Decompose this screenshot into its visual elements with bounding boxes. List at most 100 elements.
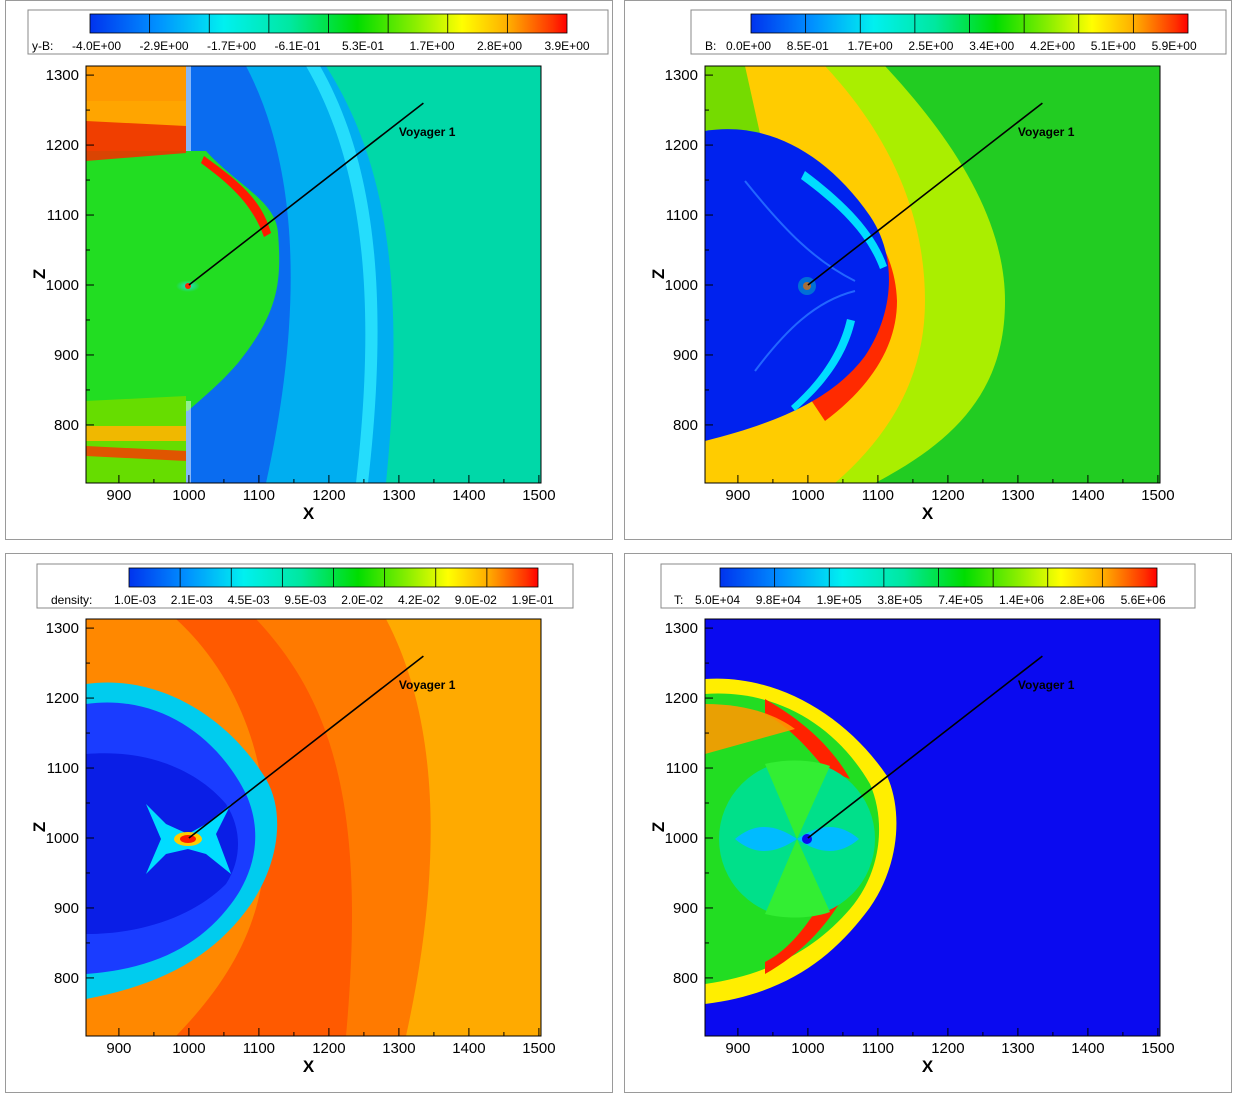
chart-panel-b: B: 0.0E+00 8.5E-01 1.7E+00 2.5E+00 3.4E+00 4.… [624, 0, 1232, 540]
colorbar-label: 3.9E+00 [545, 39, 590, 53]
colorbar-tick-group [179, 568, 488, 587]
legend-label: density: [51, 593, 92, 607]
y-tick-label: 900 [54, 347, 79, 364]
y-tick-label: 1100 [47, 760, 79, 777]
x-tick-label: 1000 [172, 1040, 205, 1057]
legend-label: y-B: [32, 39, 53, 53]
colorbar-label: -1.7E+00 [207, 39, 256, 53]
y-axis-label: Z [30, 269, 49, 279]
colorbar-tick-group [149, 14, 508, 33]
legend-label: T: [674, 593, 683, 607]
trajectory-group: Voyager 1 [807, 102, 1075, 286]
voyager-trajectory-line [188, 102, 424, 286]
voyager-label: Voyager 1 [1018, 678, 1075, 692]
x-tick-label: 900 [106, 1040, 131, 1057]
colorbar-label: 7.4E+05 [938, 593, 983, 607]
colorbar-label: 2.5E+00 [908, 39, 953, 53]
colorbar-label: 5.3E-01 [342, 39, 384, 53]
y-tick-label: 900 [673, 347, 698, 364]
colorbar-label: 1.7E+00 [848, 39, 893, 53]
colorbar-tick-group [805, 14, 1134, 33]
voyager-trajectory-line [807, 102, 1043, 286]
colorbar-label: 1.0E-03 [114, 593, 156, 607]
y-tick-label: 1300 [46, 67, 79, 84]
x-tick-label: 1200 [931, 487, 964, 504]
colorbar-label: 5.9E+00 [1152, 39, 1197, 53]
colorbar-label: 4.5E-03 [228, 593, 270, 607]
voyager-trajectory-line [188, 655, 424, 839]
voyager-label: Voyager 1 [1018, 125, 1075, 139]
field-temperature [705, 619, 1160, 1036]
y-axis-label: Z [649, 269, 668, 279]
axes-group: 900 1000 1100 1200 1300 1400 1500 800 900 1000 110… [649, 67, 1175, 523]
y-tick-label: 900 [54, 900, 79, 917]
y-tick-label: 800 [54, 417, 79, 434]
colorbar-label: 1.9E+05 [817, 593, 862, 607]
colorbar-label: 1.7E+00 [410, 39, 455, 53]
chart-svg-b: B: 0.0E+00 8.5E-01 1.7E+00 2.5E+00 3.4E+00 4.… [649, 9, 1227, 523]
y-tick-label: 1100 [666, 207, 698, 224]
y-tick-label: 1000 [46, 277, 79, 294]
x-tick-label: 1500 [1141, 1040, 1174, 1057]
x-tick-label: 1300 [1001, 1040, 1034, 1057]
x-tick-label: 1400 [452, 487, 485, 504]
legend-label: B: [705, 39, 716, 53]
x-tick-label: 1100 [862, 487, 894, 504]
x-tick-label: 1300 [382, 487, 415, 504]
axes-group: 900 1000 1100 1200 1300 1400 1500 800 900 1000 110… [30, 67, 556, 523]
colorbar-label: 5.6E+06 [1121, 593, 1166, 607]
x-tick-label: 1100 [243, 487, 275, 504]
x-tick-label: 1200 [312, 487, 345, 504]
y-tick-label: 1000 [665, 830, 698, 847]
y-tick-label: 1200 [665, 137, 698, 154]
voyager-label: Voyager 1 [399, 678, 456, 692]
chart-panel-yb: y-B: -4.0E+00 -2.9E+00 -1.7E+00 -6.1E-01 5.3… [5, 0, 613, 540]
x-axis-label: X [922, 1057, 934, 1076]
x-axis-label: X [922, 504, 934, 523]
y-tick-label: 1200 [46, 690, 79, 707]
chart-panel-density: density: 1.0E-03 2.1E-03 4.5E-03 9.5E-03 2.0… [5, 553, 613, 1093]
chart-svg-temperature: T: 5.0E+04 9.8E+04 1.9E+05 3.8E+05 7.4E+05 1.… [649, 563, 1196, 1076]
y-axis-label: Z [30, 822, 49, 832]
x-tick-label: 1500 [1141, 487, 1174, 504]
x-axis-label: X [303, 1057, 315, 1076]
plot-frame [85, 65, 542, 484]
x-tick-label: 1400 [1071, 487, 1104, 504]
x-tick-label: 1300 [382, 1040, 415, 1057]
colorbar-label: -6.1E-01 [275, 39, 321, 53]
colorbar-label: 2.8E+00 [477, 39, 522, 53]
y-axis-label: Z [649, 822, 668, 832]
trajectory-group: Voyager 1 [188, 655, 456, 839]
y-tick-label: 1300 [46, 620, 79, 637]
y-tick-label: 1300 [665, 620, 698, 637]
field-yb [86, 66, 541, 483]
colorbar-label: 4.2E-02 [398, 593, 440, 607]
x-tick-label: 1400 [1071, 1040, 1104, 1057]
plot-frame [704, 65, 1161, 484]
plot-frame [85, 618, 542, 1037]
colorbar-label: 2.0E-02 [341, 593, 383, 607]
y-tick-label: 1000 [665, 277, 698, 294]
y-tick-label: 1100 [666, 760, 698, 777]
colorbar-label: 8.5E-01 [787, 39, 829, 53]
y-tick-label: 1200 [665, 690, 698, 707]
x-axis-label: X [303, 504, 315, 523]
colorbar-labels: 0.0E+00 8.5E-01 1.7E+00 2.5E+00 3.4E+00 4.2E+… [726, 39, 1197, 53]
colorbar-label: 2.1E-03 [171, 593, 213, 607]
field-density [86, 619, 541, 1036]
colorbar-label: 9.5E-03 [284, 593, 326, 607]
colorbar-label: 1.9E-01 [512, 593, 554, 607]
field-b [705, 66, 1160, 483]
colorbar-labels: 5.0E+04 9.8E+04 1.9E+05 3.8E+05 7.4E+05 1.4E+… [695, 593, 1166, 607]
voyager-label: Voyager 1 [399, 125, 456, 139]
x-tick-label: 1200 [931, 1040, 964, 1057]
colorbar-label: -4.0E+00 [72, 39, 121, 53]
colorbar-label: 5.1E+00 [1091, 39, 1136, 53]
chart-svg-density: density: 1.0E-03 2.1E-03 4.5E-03 9.5E-03 2.0… [30, 563, 574, 1076]
axes-group: 900 1000 1100 1200 1300 1400 1500 800 900 1000 110… [649, 620, 1175, 1076]
colorbar-label: 9.0E-02 [455, 593, 497, 607]
x-tick-label: 1500 [522, 487, 555, 504]
x-tick-label: 1200 [312, 1040, 345, 1057]
plot-frame [704, 618, 1161, 1037]
x-tick-label: 900 [725, 1040, 750, 1057]
